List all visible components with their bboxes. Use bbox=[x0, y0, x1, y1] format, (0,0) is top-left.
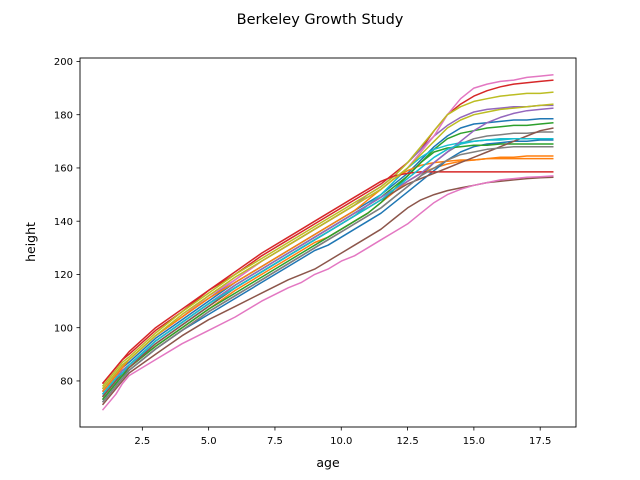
y-axis-label: height bbox=[23, 222, 38, 262]
y-tick-label: 120 bbox=[54, 270, 73, 281]
y-tick-label: 140 bbox=[54, 217, 73, 228]
x-tick-label: 2.5 bbox=[134, 436, 150, 447]
series-line-17 bbox=[101, 175, 554, 411]
x-tick-label: 10.0 bbox=[330, 436, 352, 447]
x-axis-label: age bbox=[316, 455, 340, 470]
x-axis-ticks: 2.5 5.0 7.5 10.0 12.5 15.0 17.5 bbox=[134, 427, 551, 447]
x-tick-label: 7.5 bbox=[267, 436, 283, 447]
series-line-5 bbox=[101, 104, 554, 390]
series-line-2 bbox=[101, 155, 554, 398]
y-tick-label: 180 bbox=[54, 110, 73, 121]
series-line-10 bbox=[101, 137, 554, 398]
x-tick-label: 15.0 bbox=[463, 436, 485, 447]
y-tick-label: 100 bbox=[54, 323, 73, 334]
series-line-18 bbox=[101, 145, 554, 403]
y-tick-label: 160 bbox=[54, 164, 73, 175]
chart-title: Berkeley Growth Study bbox=[237, 12, 404, 28]
series-line-6 bbox=[101, 176, 554, 406]
series-line-20 bbox=[101, 137, 554, 395]
y-axis-ticks: 80 100 120 140 160 180 200 bbox=[54, 57, 80, 388]
series-line-3 bbox=[101, 121, 554, 395]
x-tick-label: 12.5 bbox=[396, 436, 418, 447]
series-line-12 bbox=[101, 157, 554, 393]
series-line-19 bbox=[101, 103, 554, 390]
y-tick-label: 200 bbox=[54, 57, 73, 68]
series-line-4 bbox=[101, 79, 554, 385]
x-tick-label: 5.0 bbox=[201, 436, 217, 447]
x-tick-label: 17.5 bbox=[529, 436, 551, 447]
series-line-16 bbox=[101, 127, 554, 398]
series-line-13 bbox=[101, 143, 554, 401]
plot-frame bbox=[79, 57, 577, 428]
series-line-14 bbox=[101, 171, 554, 385]
series-line-11 bbox=[101, 139, 554, 403]
y-tick-label: 80 bbox=[60, 377, 73, 388]
series-lines bbox=[101, 74, 554, 411]
series-line-9 bbox=[101, 91, 554, 387]
